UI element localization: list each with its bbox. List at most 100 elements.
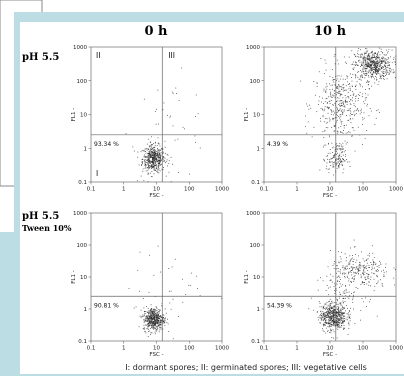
scatter-point — [153, 169, 155, 171]
scatter-point — [336, 115, 338, 116]
scatter-point — [373, 60, 375, 62]
scatter-point — [379, 75, 381, 77]
scatter-point — [348, 280, 350, 282]
scatter-point — [334, 84, 336, 86]
scatter-point — [385, 75, 386, 76]
scatter-point — [329, 309, 331, 311]
scatter-point — [152, 164, 154, 166]
scatter-point — [358, 71, 360, 73]
scatter-point — [363, 59, 365, 61]
scatter-point — [152, 321, 154, 322]
scatter-point — [348, 108, 350, 110]
scatter-point — [364, 57, 366, 59]
scatter-point — [143, 155, 145, 157]
scatter-point — [138, 164, 140, 166]
scatter-point — [321, 319, 323, 321]
scatter-point — [333, 325, 334, 327]
scatter-point — [357, 288, 359, 289]
scatter-point — [376, 65, 378, 67]
scatter-point — [368, 115, 370, 117]
scatter-point — [316, 111, 318, 113]
scatter-point — [348, 109, 349, 111]
scatter-point — [367, 258, 369, 260]
scatter-point — [321, 101, 322, 103]
scatter-point — [325, 290, 327, 291]
scatter-point — [374, 69, 376, 70]
scatter-point — [358, 60, 359, 62]
scatter-point — [152, 326, 154, 327]
scatter-point — [339, 114, 341, 116]
scatter-point — [353, 291, 355, 293]
y-tick-label: 10 — [80, 275, 87, 281]
scatter-point — [343, 325, 345, 326]
scatter-point — [336, 316, 337, 318]
scatter-point — [162, 157, 164, 159]
scatter-point — [155, 311, 157, 313]
scatter-point — [373, 54, 375, 56]
scatter-point — [153, 166, 155, 168]
scatter-point — [339, 302, 341, 304]
scatter-point — [371, 57, 373, 59]
scatter-point — [148, 314, 150, 316]
scatter-point — [360, 277, 362, 279]
scatter-point — [318, 100, 320, 102]
scatter-point — [320, 120, 321, 122]
scatter-point — [152, 312, 154, 314]
scatter-point — [365, 66, 367, 67]
scatter-point — [150, 163, 151, 164]
scatter-point — [140, 316, 142, 318]
scatter-point — [353, 111, 355, 113]
scatter-point — [325, 312, 327, 314]
scatter-point — [371, 51, 373, 53]
scatter-point — [341, 94, 343, 95]
scatter-point — [344, 125, 345, 126]
scatter-point — [360, 284, 362, 286]
y-tick-label: 1 — [84, 146, 88, 152]
scatter-point — [162, 158, 164, 160]
scatter-point — [369, 70, 370, 72]
scatter-point — [386, 78, 388, 80]
scatter-point — [364, 55, 366, 57]
scatter-point — [149, 330, 151, 332]
scatter-point — [340, 93, 342, 95]
scatter-point — [158, 158, 160, 160]
scatter-point — [336, 283, 338, 285]
scatter-point — [300, 80, 302, 82]
scatter-point — [343, 109, 345, 111]
scatter-point — [376, 67, 378, 69]
scatter-point — [337, 155, 339, 157]
scatter-point — [334, 161, 336, 163]
scatter-point — [379, 111, 380, 113]
scatter-point — [143, 307, 145, 309]
scatter-point — [344, 276, 345, 277]
scatter-point — [157, 314, 159, 316]
scatter-point — [342, 302, 344, 304]
scatter-point — [190, 272, 192, 274]
scatter-point — [364, 99, 366, 101]
scatter-point — [321, 316, 323, 318]
scatter-point — [325, 327, 327, 329]
scatter-point — [152, 151, 154, 153]
scatter-point — [353, 292, 355, 294]
scatter-point — [154, 147, 155, 149]
scatter-point — [338, 275, 340, 277]
scatter-point — [158, 143, 160, 145]
scatter-point — [150, 155, 152, 156]
scatter-point — [333, 307, 335, 308]
scatter-point — [150, 321, 152, 323]
scatter-point — [337, 320, 338, 322]
scatter-point — [373, 71, 375, 73]
scatter-point — [157, 316, 158, 317]
x-tick-label: 10 — [327, 187, 334, 193]
scatter-point — [157, 328, 159, 330]
scatter-point — [328, 322, 330, 324]
scatter-point — [332, 322, 334, 324]
scatter-point — [327, 158, 328, 160]
scatter-point — [142, 298, 144, 299]
scatter-point — [331, 94, 333, 96]
scatter-point — [159, 164, 161, 166]
scatter-point — [319, 302, 321, 304]
scatter-point — [386, 58, 388, 60]
scatter-point — [336, 145, 338, 146]
